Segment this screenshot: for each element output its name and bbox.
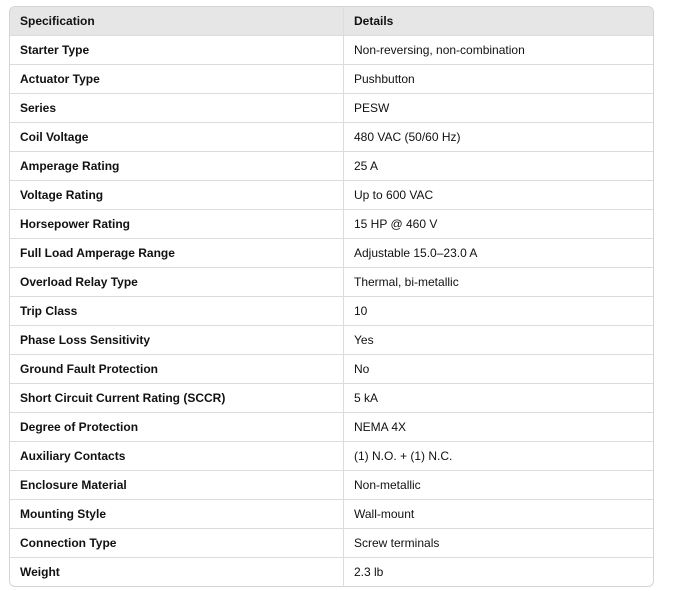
spec-value-cell: Pushbutton bbox=[343, 64, 653, 94]
table-row: Starter Type Non-reversing, non-combinati… bbox=[10, 35, 653, 65]
spec-name-cell: Auxiliary Contacts bbox=[10, 441, 344, 471]
spec-name-cell: Amperage Rating bbox=[10, 151, 344, 181]
spec-name-cell: Connection Type bbox=[10, 528, 344, 558]
table-row: Trip Class 10 bbox=[10, 296, 653, 326]
spec-value-cell: (1) N.O. + (1) N.C. bbox=[343, 441, 653, 471]
table-row: Weight 2.3 lb bbox=[10, 557, 653, 586]
spec-value-cell: Thermal, bi-metallic bbox=[343, 267, 653, 297]
spec-value-cell: 25 A bbox=[343, 151, 653, 181]
spec-value-cell: 10 bbox=[343, 296, 653, 326]
spec-name-cell: Mounting Style bbox=[10, 499, 344, 529]
table-row: Ground Fault Protection No bbox=[10, 354, 653, 384]
spec-value-cell: 5 kA bbox=[343, 383, 653, 413]
spec-name-cell: Actuator Type bbox=[10, 64, 344, 94]
spec-name-cell: Starter Type bbox=[10, 35, 344, 65]
spec-value-cell: 480 VAC (50/60 Hz) bbox=[343, 122, 653, 152]
spec-value-cell: PESW bbox=[343, 93, 653, 123]
table-row: Short Circuit Current Rating (SCCR) 5 kA bbox=[10, 383, 653, 413]
table-row: Enclosure Material Non-metallic bbox=[10, 470, 653, 500]
table-row: Mounting Style Wall-mount bbox=[10, 499, 653, 529]
spec-value-cell: NEMA 4X bbox=[343, 412, 653, 442]
table-row: Series PESW bbox=[10, 93, 653, 123]
spec-name-cell: Overload Relay Type bbox=[10, 267, 344, 297]
spec-name-cell: Coil Voltage bbox=[10, 122, 344, 152]
spec-name-cell: Degree of Protection bbox=[10, 412, 344, 442]
table-row: Connection Type Screw terminals bbox=[10, 528, 653, 558]
spec-value-cell: Non-reversing, non-combination bbox=[343, 35, 653, 65]
spec-value-cell: Non-metallic bbox=[343, 470, 653, 500]
spec-value-cell: 2.3 lb bbox=[354, 565, 384, 579]
table-row: Actuator Type Pushbutton bbox=[10, 64, 653, 94]
table-row: Voltage Rating Up to 600 VAC bbox=[10, 180, 653, 210]
table-row: Full Load Amperage Range Adjustable 15.0–… bbox=[10, 238, 653, 268]
table-row: Overload Relay Type Thermal, bi-metallic bbox=[10, 267, 653, 297]
spec-table: Specification Details Starter Type Non-re… bbox=[10, 7, 653, 586]
spec-value-cell: Adjustable 15.0–23.0 A bbox=[343, 238, 653, 268]
table-header-row: Specification Details bbox=[10, 7, 653, 36]
spec-value-cell: Yes bbox=[343, 325, 653, 355]
spec-table-container: Specification Details Starter Type Non-re… bbox=[9, 6, 654, 587]
spec-name-cell: Ground Fault Protection bbox=[10, 354, 344, 384]
spec-name-cell: Trip Class bbox=[10, 296, 344, 326]
header-specification: Specification bbox=[10, 7, 344, 36]
table-row: Phase Loss Sensitivity Yes bbox=[10, 325, 653, 355]
spec-name-cell: Horsepower Rating bbox=[10, 209, 344, 239]
spec-name-cell: Series bbox=[10, 93, 344, 123]
spec-name-cell: Short Circuit Current Rating (SCCR) bbox=[10, 383, 344, 413]
spec-name-cell: Enclosure Material bbox=[10, 470, 344, 500]
spec-name-cell: Voltage Rating bbox=[10, 180, 344, 210]
table-row: Amperage Rating 25 A bbox=[10, 151, 653, 181]
spec-value-cell: Up to 600 VAC bbox=[343, 180, 653, 210]
spec-value-cell: Wall-mount bbox=[343, 499, 653, 529]
spec-value-cell: 15 HP @ 460 V bbox=[343, 209, 653, 239]
spec-name-cell: Full Load Amperage Range bbox=[10, 238, 344, 268]
table-row: Coil Voltage 480 VAC (50/60 Hz) bbox=[10, 122, 653, 152]
table-row: Auxiliary Contacts (1) N.O. + (1) N.C. bbox=[10, 441, 653, 471]
table-row: Degree of Protection NEMA 4X bbox=[10, 412, 653, 442]
spec-name-cell: Phase Loss Sensitivity bbox=[10, 325, 344, 355]
table-row: Horsepower Rating 15 HP @ 460 V bbox=[10, 209, 653, 239]
spec-value-cell: Screw terminals bbox=[343, 528, 653, 558]
spec-name-cell: Weight bbox=[10, 557, 344, 586]
spec-value-cell: No bbox=[343, 354, 653, 384]
header-details: Details bbox=[343, 7, 653, 36]
